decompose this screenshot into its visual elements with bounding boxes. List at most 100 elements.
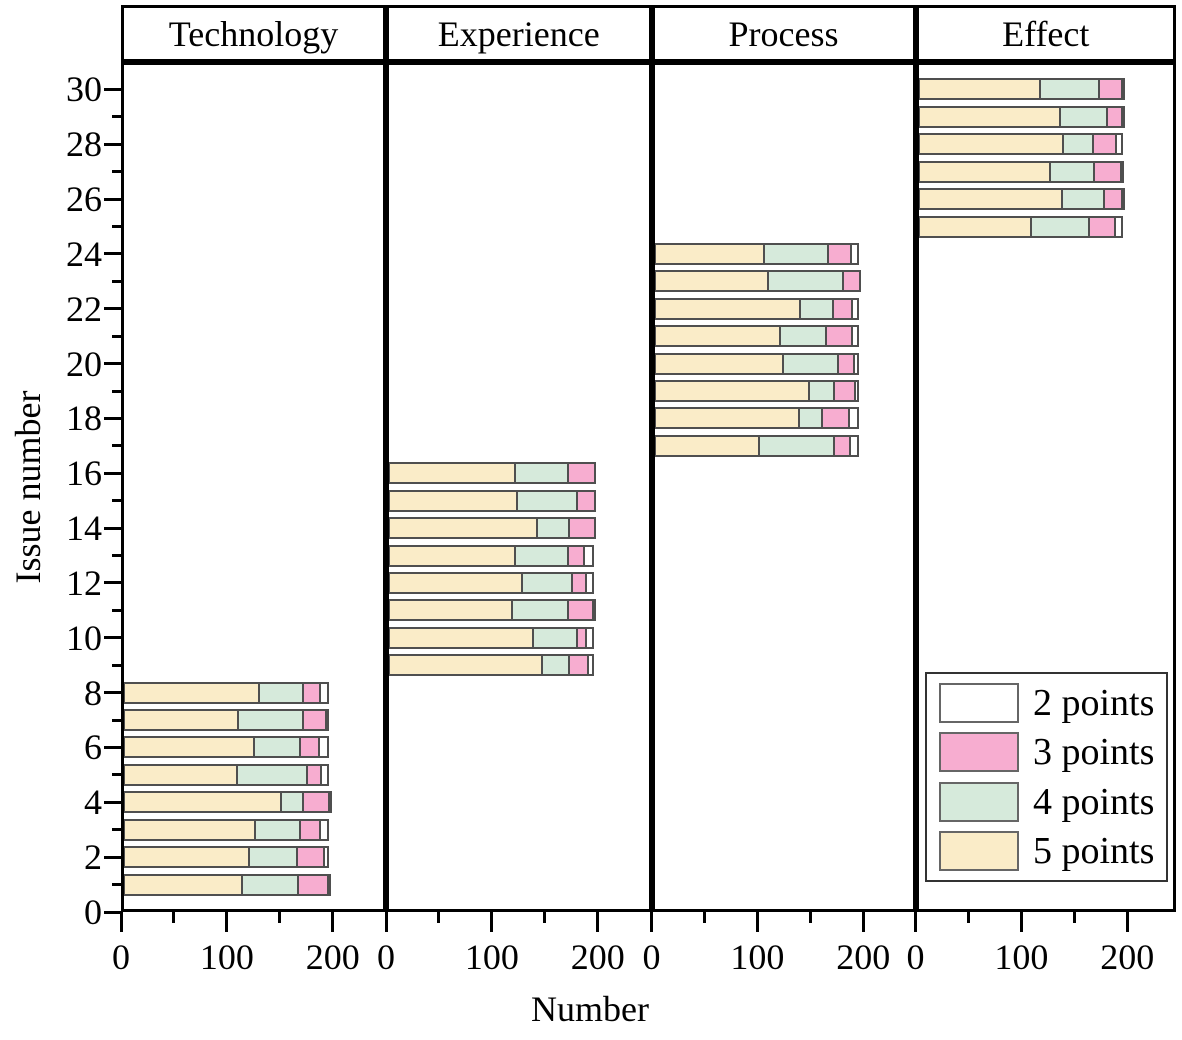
y-major-tick — [104, 471, 121, 475]
y-tick-label: 8 — [84, 672, 102, 713]
legend-swatch-2-points-icon — [939, 683, 1019, 723]
bar-issue-16 — [388, 462, 596, 485]
y-tick-label: 22 — [66, 288, 102, 329]
bar-segment-2-points — [320, 763, 329, 786]
x-axis-title: Number — [531, 989, 649, 1029]
bar-issue-4 — [123, 791, 332, 814]
bar-issue-15 — [388, 489, 596, 512]
x-major-tick — [119, 912, 123, 932]
x-tick-label: 100 — [994, 937, 1049, 977]
x-tick-label: 0 — [377, 937, 395, 977]
y-minor-tick — [112, 663, 121, 667]
x-tick-label: 100 — [730, 937, 785, 977]
bar-segment-2-points — [1114, 133, 1124, 156]
bar-issue-19 — [653, 380, 860, 403]
bar-issue-26 — [917, 188, 1126, 211]
bar-segment-3-points — [842, 270, 862, 293]
legend-label-4-points: 4 points — [1033, 780, 1155, 823]
bar-issue-9 — [388, 654, 594, 677]
y-major-tick — [104, 362, 121, 366]
panel-header-technology: Technology — [121, 5, 386, 62]
y-minor-tick — [112, 444, 121, 448]
legend-label-2-points: 2 points — [1033, 682, 1155, 724]
y-minor-tick — [112, 499, 121, 503]
x-tick-label: 200 — [305, 937, 360, 977]
y-minor-tick — [112, 608, 121, 612]
x-tick-label: 100 — [464, 937, 519, 977]
bar-segment-3-points — [568, 517, 596, 540]
bar-segment-2-points — [853, 380, 860, 403]
bar-issue-1 — [123, 873, 331, 896]
panel-title: Technology — [168, 13, 339, 54]
bar-segment-2-points — [318, 736, 329, 759]
legend-item-3-points: 3 points — [939, 732, 1154, 773]
y-tick-label: 16 — [66, 453, 102, 494]
y-major-tick — [104, 636, 121, 640]
x-major-tick — [596, 912, 600, 932]
panel-plot-effect — [915, 62, 1176, 912]
x-major-tick — [861, 912, 865, 932]
panel-header-effect: Effect — [915, 5, 1176, 62]
x-minor-tick — [172, 912, 176, 923]
y-tick-label: 20 — [66, 343, 102, 384]
bar-segment-2-points — [327, 791, 332, 814]
x-tick-label: 0 — [112, 937, 130, 977]
panel-header-experience: Experience — [386, 5, 652, 62]
panel-title: Experience — [437, 13, 600, 54]
bar-segment-2-points — [1121, 78, 1126, 101]
bar-issue-23 — [653, 270, 862, 293]
bar-issue-3 — [123, 818, 329, 841]
bar-issue-17 — [653, 434, 860, 457]
bar-segment-2-points — [319, 681, 329, 704]
y-major-tick — [104, 581, 121, 585]
bar-segment-2-points — [587, 654, 594, 677]
y-major-tick — [104, 910, 121, 914]
x-minor-tick — [278, 912, 282, 923]
panel-plot-experience — [386, 62, 652, 912]
bar-segment-2-points — [848, 434, 860, 457]
bar-issue-12 — [388, 571, 594, 594]
x-major-tick — [755, 912, 759, 932]
bar-segment-2-points — [583, 544, 594, 567]
x-major-tick — [331, 912, 335, 932]
y-tick-label: 14 — [66, 508, 102, 549]
legend-item-5-points: 5 points — [939, 830, 1154, 871]
y-major-tick — [104, 800, 121, 804]
legend-swatch-5-points-icon — [939, 830, 1019, 871]
y-minor-tick — [112, 883, 121, 887]
bar-segment-2-points — [585, 626, 594, 649]
bar-issue-7 — [123, 709, 330, 732]
bar-issue-28 — [917, 133, 1124, 156]
legend-swatch-4-points-icon — [939, 781, 1019, 822]
y-minor-tick — [112, 334, 121, 338]
x-tick-label: 200 — [836, 937, 891, 977]
legend-item-4-points: 4 points — [939, 780, 1155, 823]
bar-issue-29 — [917, 105, 1126, 128]
bar-issue-2 — [123, 846, 329, 869]
y-tick-label: 28 — [66, 124, 102, 165]
bar-issue-18 — [653, 407, 860, 430]
y-tick-label: 18 — [66, 398, 102, 439]
y-major-tick — [104, 307, 121, 311]
x-minor-tick — [966, 912, 970, 923]
y-tick-label: 12 — [66, 562, 102, 603]
bar-issue-10 — [388, 626, 594, 649]
y-major-tick — [104, 745, 121, 749]
bar-issue-21 — [653, 325, 860, 348]
legend: 2 points 3 points 4 points 5 points — [925, 672, 1168, 882]
panel-plot-process — [651, 62, 916, 912]
bar-segment-2-points — [847, 407, 860, 430]
bar-segment-2-points — [1121, 105, 1126, 128]
x-minor-tick — [543, 912, 547, 923]
bar-segment-2-points — [325, 709, 330, 732]
bar-segment-2-points — [1121, 188, 1126, 211]
bar-segment-2-points — [1113, 215, 1124, 238]
x-minor-tick — [702, 912, 706, 923]
y-minor-tick — [112, 554, 121, 558]
y-major-tick — [104, 855, 121, 859]
bar-issue-30 — [917, 78, 1126, 101]
x-major-tick — [490, 912, 494, 932]
bar-issue-20 — [653, 352, 860, 375]
y-major-tick — [104, 197, 121, 201]
